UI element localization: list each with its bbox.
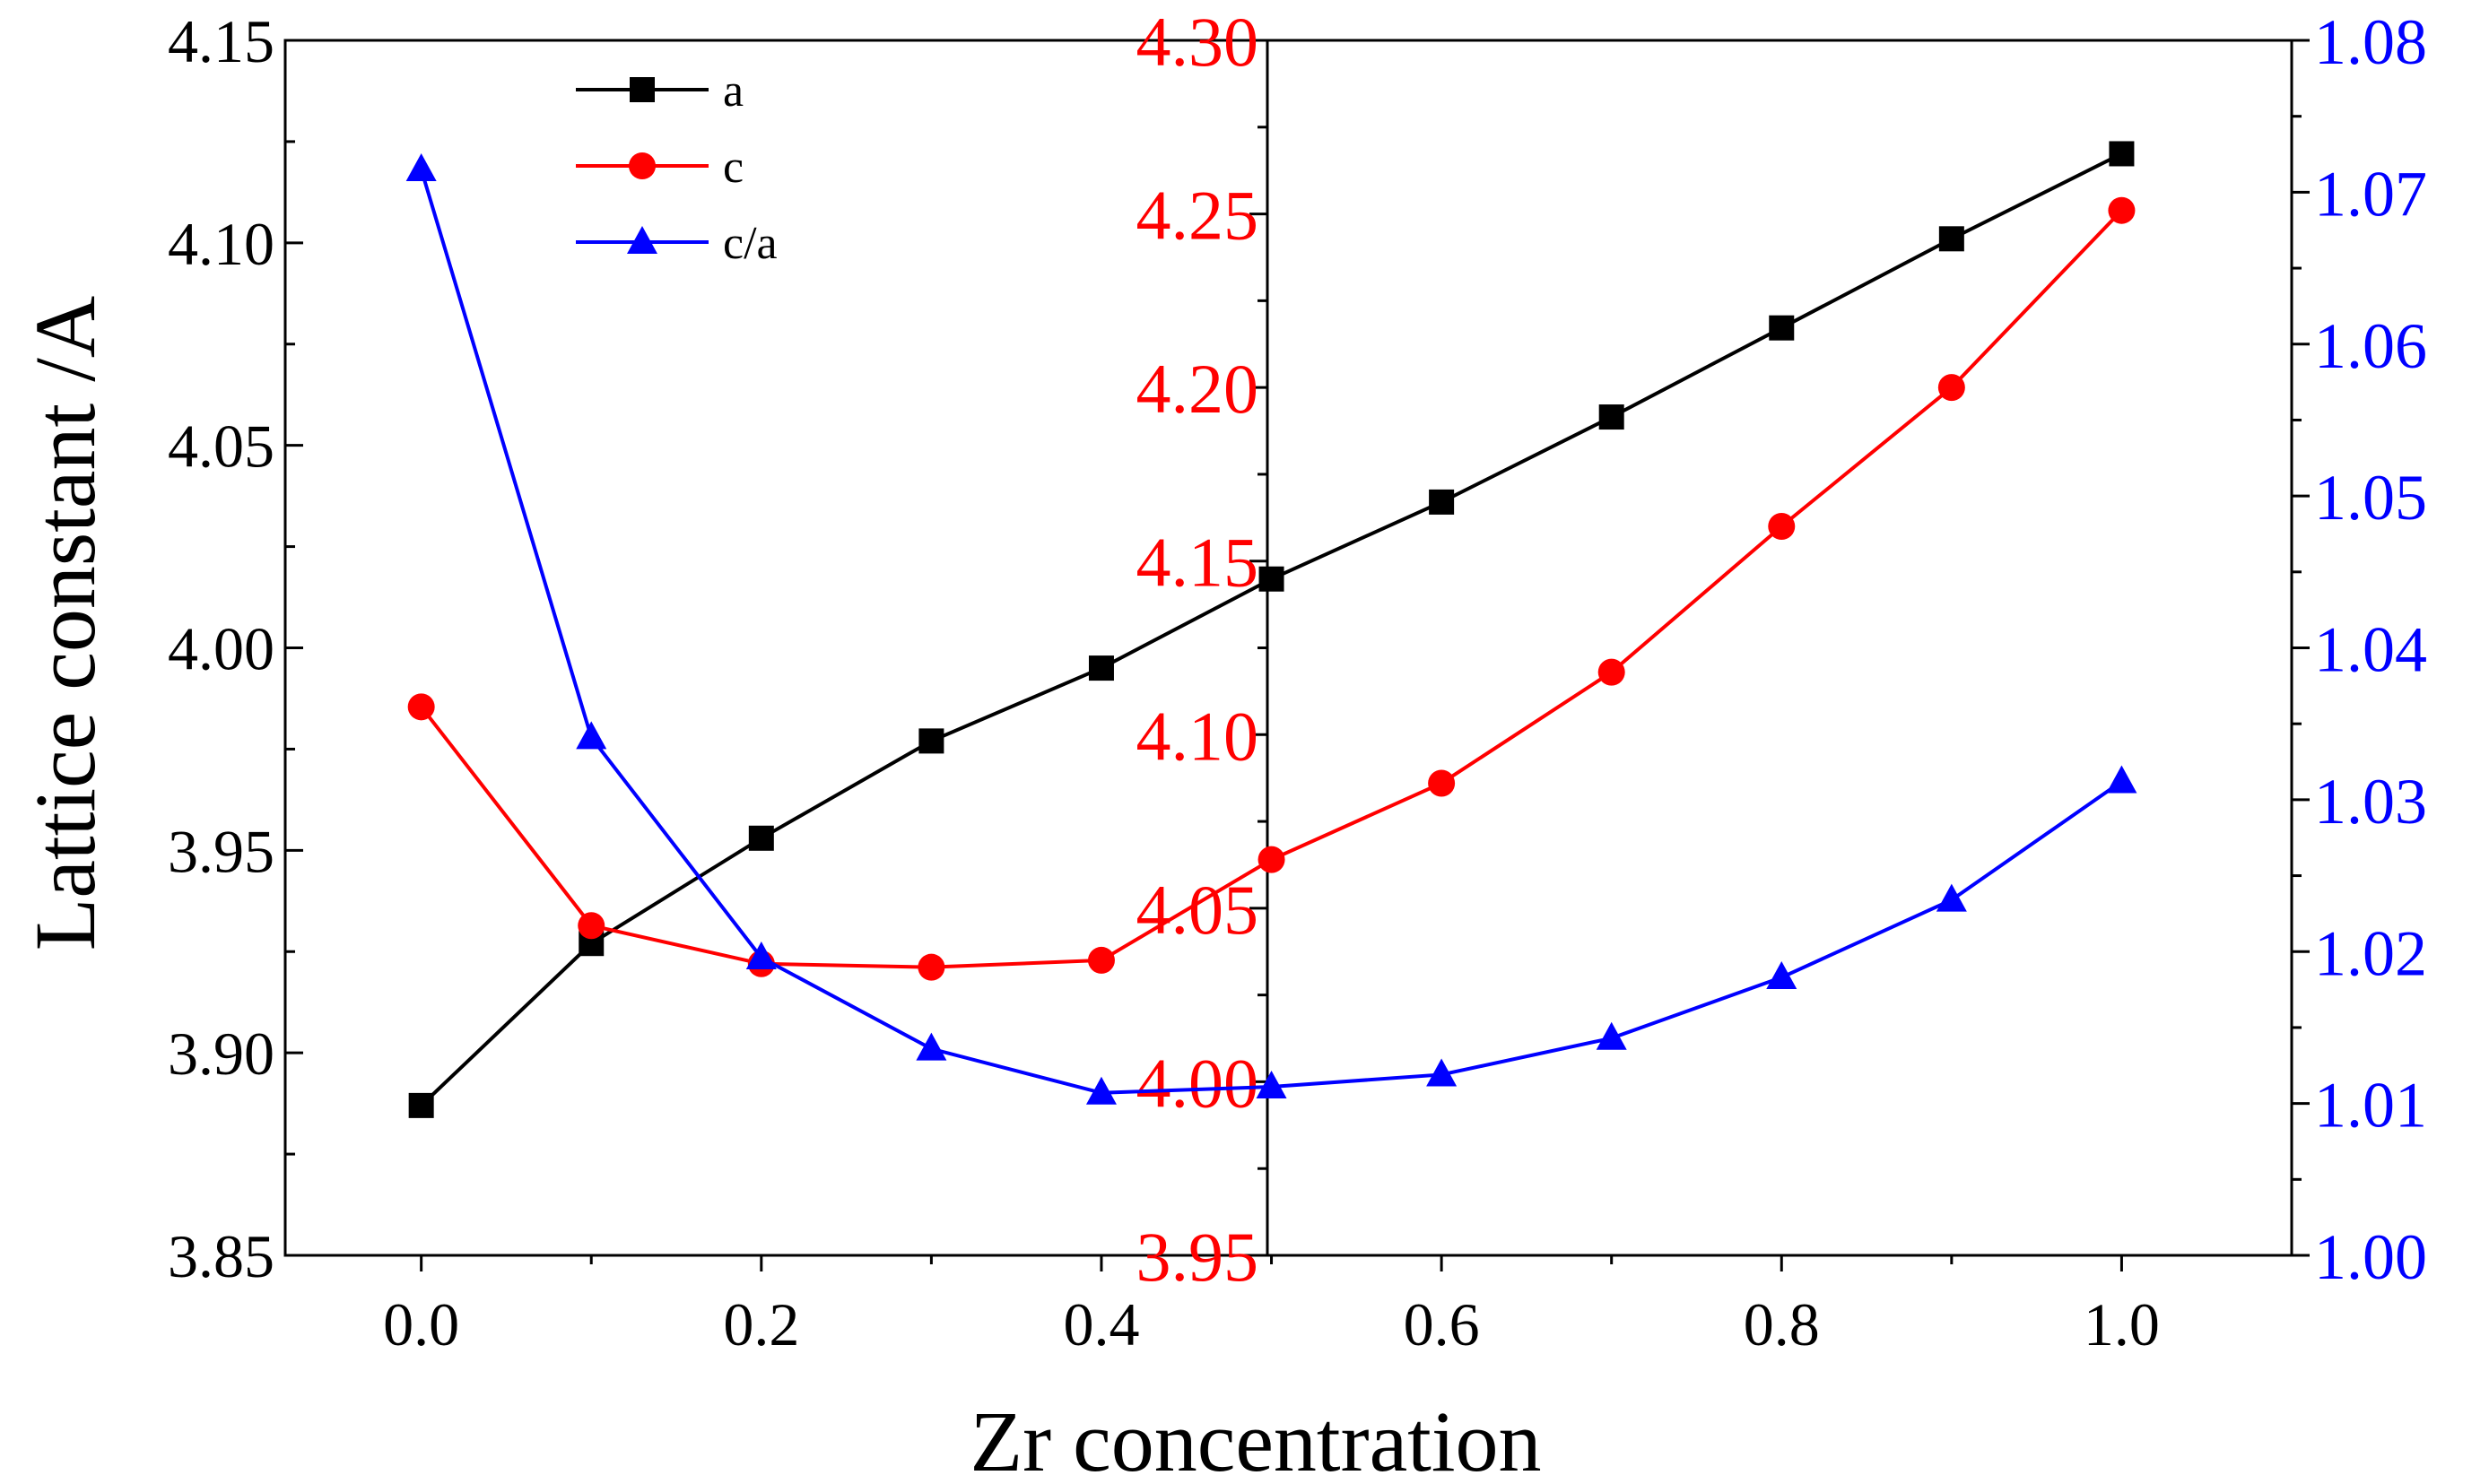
x-tick-label: 0.6: [1404, 1290, 1480, 1358]
left-y-tick-label: 3.90: [168, 1020, 274, 1088]
left-y-tick-label: 3.85: [168, 1222, 274, 1290]
data-point-c: [1428, 769, 1456, 797]
right-y-tick-label: 1.00: [2314, 1221, 2427, 1293]
left-y-tick-label: 4.05: [168, 412, 274, 481]
data-point-a: [748, 825, 774, 851]
right-y-tick-label: 1.01: [2314, 1070, 2427, 1141]
data-point-c: [1258, 846, 1285, 873]
data-point-c: [578, 912, 605, 940]
middle-y-tick-label: 4.05: [1136, 871, 1259, 949]
legend-marker-c: [629, 152, 656, 179]
data-point-c: [1768, 513, 1796, 540]
left-y-tick-label: 4.10: [168, 210, 274, 278]
data-point-c-over-a: [1085, 1076, 1117, 1105]
x-tick-label: 0.2: [723, 1290, 799, 1358]
data-point-c-over-a: [1936, 883, 1967, 912]
data-point-c-over-a: [1426, 1058, 1458, 1087]
middle-y-tick-label: 4.20: [1136, 350, 1259, 428]
data-point-c: [1937, 374, 1965, 402]
data-point-a: [1429, 489, 1455, 515]
series-line-c-over-a: [419, 169, 2123, 1095]
left-y-tick-label: 4.00: [168, 615, 274, 683]
data-point-c: [2108, 196, 2136, 224]
middle-y-tick-label: 4.25: [1136, 177, 1259, 255]
data-point-a: [408, 1092, 434, 1118]
x-axis-title: Zr concentration: [970, 1393, 1541, 1484]
data-point-a: [1258, 566, 1284, 592]
right-y-tick-label: 1.03: [2314, 766, 2427, 837]
right-y-tick-label: 1.02: [2314, 917, 2427, 989]
data-point-c: [1087, 946, 1115, 974]
right-y-tick-label: 1.05: [2314, 462, 2427, 534]
data-point-c-over-a: [1256, 1070, 1287, 1098]
series-line-a: [420, 152, 2123, 1107]
axes-layer: 0.0 0.2 0.4 0.6 0.8 1.0 3.85 3.90 3.95 4.00 4.05 4.…: [168, 3, 2427, 1358]
data-point-c: [407, 693, 435, 721]
legend-label-c: c: [723, 142, 744, 193]
data-point-a: [2109, 141, 2135, 167]
data-point-c-over-a: [2106, 765, 2137, 794]
right-y-tick-label: 1.07: [2314, 158, 2427, 230]
x-tick-label: 0.4: [1063, 1290, 1139, 1358]
y-axis-title: Lattice constant /A: [17, 296, 113, 950]
data-point-c-over-a: [916, 1032, 947, 1061]
data-point-a: [1938, 226, 1964, 252]
x-tick-label: 1.0: [2084, 1290, 2160, 1358]
series-layer: [405, 141, 2137, 1118]
legend-marker-c-over-a: [627, 226, 657, 254]
right-y-tick-label: 1.08: [2314, 6, 2427, 78]
x-tick-label: 0.0: [383, 1290, 459, 1358]
data-point-a: [918, 728, 944, 754]
middle-y-tick-label: 4.15: [1136, 524, 1259, 602]
data-point-a: [1088, 655, 1114, 681]
legend-label-c-over-a: c/a: [723, 218, 778, 269]
data-point-c-over-a: [576, 721, 607, 750]
data-point-c-over-a: [405, 152, 437, 181]
data-point-a: [1598, 404, 1624, 430]
data-point-a: [1769, 315, 1795, 341]
right-y-tick-label: 1.04: [2314, 614, 2427, 686]
right-y-tick-label: 1.06: [2314, 310, 2427, 382]
data-point-c-over-a: [1766, 961, 1797, 990]
left-y-tick-label: 3.95: [168, 817, 274, 885]
middle-y-tick-label: 4.00: [1136, 1044, 1259, 1122]
x-tick-label: 0.8: [1744, 1290, 1820, 1358]
legend-label-a: a: [723, 65, 744, 117]
middle-y-tick-label: 3.95: [1136, 1218, 1259, 1296]
data-point-c: [918, 953, 945, 981]
left-y-tick-label: 4.15: [168, 7, 274, 75]
data-point-c-over-a: [1596, 1021, 1627, 1050]
middle-y-tick-label: 4.10: [1136, 697, 1259, 775]
legend: ac c/a: [576, 65, 778, 269]
legend-marker-a: [630, 77, 655, 102]
middle-y-tick-label: 4.30: [1136, 3, 1259, 81]
data-point-c: [1597, 658, 1625, 686]
plot-frame: [283, 39, 2293, 1257]
data-point-c-over-a: [745, 942, 777, 970]
